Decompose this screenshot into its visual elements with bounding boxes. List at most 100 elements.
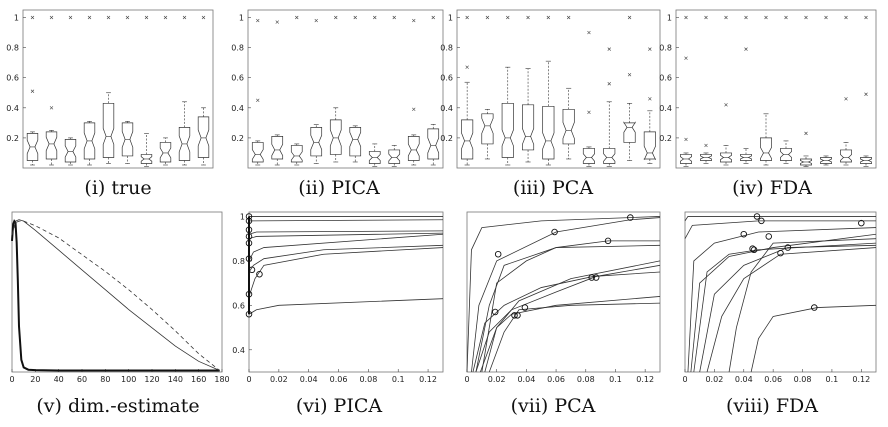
box-outlier — [295, 15, 299, 20]
series-line-3 — [475, 244, 661, 373]
box-4 — [522, 15, 535, 163]
box-outlier — [125, 15, 130, 20]
y-tick-label: 0.8 — [232, 257, 245, 266]
box-10 — [860, 15, 872, 167]
box-outlier — [465, 15, 469, 20]
box-outlier — [824, 15, 828, 20]
series-line-7 — [479, 260, 661, 373]
box-outlier — [627, 15, 632, 20]
box-body — [349, 127, 362, 157]
panel-caption-8: (viii) FDA — [726, 395, 818, 417]
series-marker-7 — [521, 304, 529, 311]
box-outlier — [353, 15, 357, 20]
box-body — [388, 149, 401, 164]
y-tick-label: 1 — [14, 14, 19, 23]
series-marker-10 — [511, 312, 518, 319]
series-marker-9 — [245, 290, 253, 298]
series-marker-6 — [749, 245, 756, 252]
box-outlier — [587, 110, 591, 115]
series-line-3 — [11, 220, 220, 371]
panel-frame-4 — [675, 9, 877, 169]
box-outlier — [744, 47, 748, 51]
x-tick-label: 0.12 — [419, 375, 437, 384]
box-body — [623, 121, 636, 143]
box-4 — [83, 15, 96, 166]
x-tick-label: 20 — [30, 375, 40, 384]
x-tick-label: 0.02 — [705, 375, 723, 384]
y-tick-label: 0.8 — [440, 44, 453, 53]
y-tick-label: 0.6 — [232, 301, 245, 310]
box-body — [820, 157, 832, 164]
box-outlier — [87, 15, 92, 20]
box-8 — [159, 15, 172, 166]
box-outlier — [526, 15, 530, 20]
box-outlier — [314, 18, 318, 23]
series-line-8 — [484, 296, 661, 373]
box-body — [740, 154, 752, 161]
box-outlier — [566, 15, 571, 20]
box-body — [562, 108, 575, 145]
box-outlier — [684, 137, 688, 142]
x-tick-label: 0.06 — [330, 375, 348, 384]
x-tick-label: 100 — [121, 375, 136, 384]
y-tick-label: 1 — [448, 14, 453, 23]
x-tick-label: 120 — [144, 375, 159, 384]
box-2 — [45, 15, 58, 166]
y-tick-label: 0.4 — [659, 104, 672, 113]
box-8 — [603, 47, 616, 167]
box-outlier — [485, 15, 490, 20]
series-line-5 — [472, 271, 661, 373]
box-outlier — [844, 15, 848, 20]
box-10 — [643, 47, 656, 164]
box-body — [26, 133, 39, 161]
box-body — [159, 142, 172, 163]
box-outlier — [68, 15, 73, 20]
box-3 — [290, 15, 303, 166]
box-body — [271, 136, 284, 160]
box-7 — [140, 15, 153, 167]
box-outlier — [764, 15, 768, 20]
box-outlier — [648, 97, 652, 101]
panel-frame-7 — [466, 211, 661, 373]
series-marker-2 — [245, 217, 253, 225]
series-line-2 — [11, 219, 220, 371]
series-line-9 — [488, 302, 661, 373]
y-tick-label: 0.2 — [659, 134, 672, 143]
x-tick-label: 140 — [168, 375, 183, 384]
box-body — [481, 113, 494, 145]
box-4 — [310, 18, 323, 164]
x-tick-label: 0.04 — [735, 375, 753, 384]
box-10 — [427, 15, 440, 166]
series-marker-4 — [740, 230, 748, 238]
box-body — [140, 154, 153, 164]
y-tick-label: 0.6 — [440, 74, 453, 83]
box-5 — [542, 15, 555, 166]
box-body — [780, 148, 792, 161]
panel-caption-5: (v) dim.-estimate — [36, 395, 199, 417]
series-marker-3 — [858, 219, 865, 227]
box-outlier — [106, 15, 111, 20]
box-outlier — [648, 47, 652, 51]
series-line-2 — [248, 219, 444, 222]
box-1 — [26, 15, 39, 166]
box-1 — [680, 15, 692, 167]
series-marker-3 — [245, 226, 253, 234]
panel-caption-2: (ii) PICA — [298, 177, 380, 199]
box-outlier — [724, 103, 728, 107]
box-outlier — [844, 97, 848, 101]
x-tick-label: 0.1 — [826, 375, 839, 384]
box-8 — [388, 15, 401, 167]
y-tick-label: 0.6 — [659, 74, 672, 83]
box-9 — [623, 15, 636, 161]
box-7 — [368, 15, 381, 167]
box-outlier — [30, 89, 35, 93]
series-line-2 — [471, 217, 661, 373]
box-outlier — [465, 65, 469, 69]
series-line-1 — [11, 219, 220, 372]
box-body — [178, 127, 191, 161]
series-marker-5 — [765, 233, 772, 240]
y-tick-label: 0.8 — [6, 44, 19, 53]
x-tick-label: 0.02 — [488, 375, 506, 384]
box-body — [64, 139, 77, 163]
